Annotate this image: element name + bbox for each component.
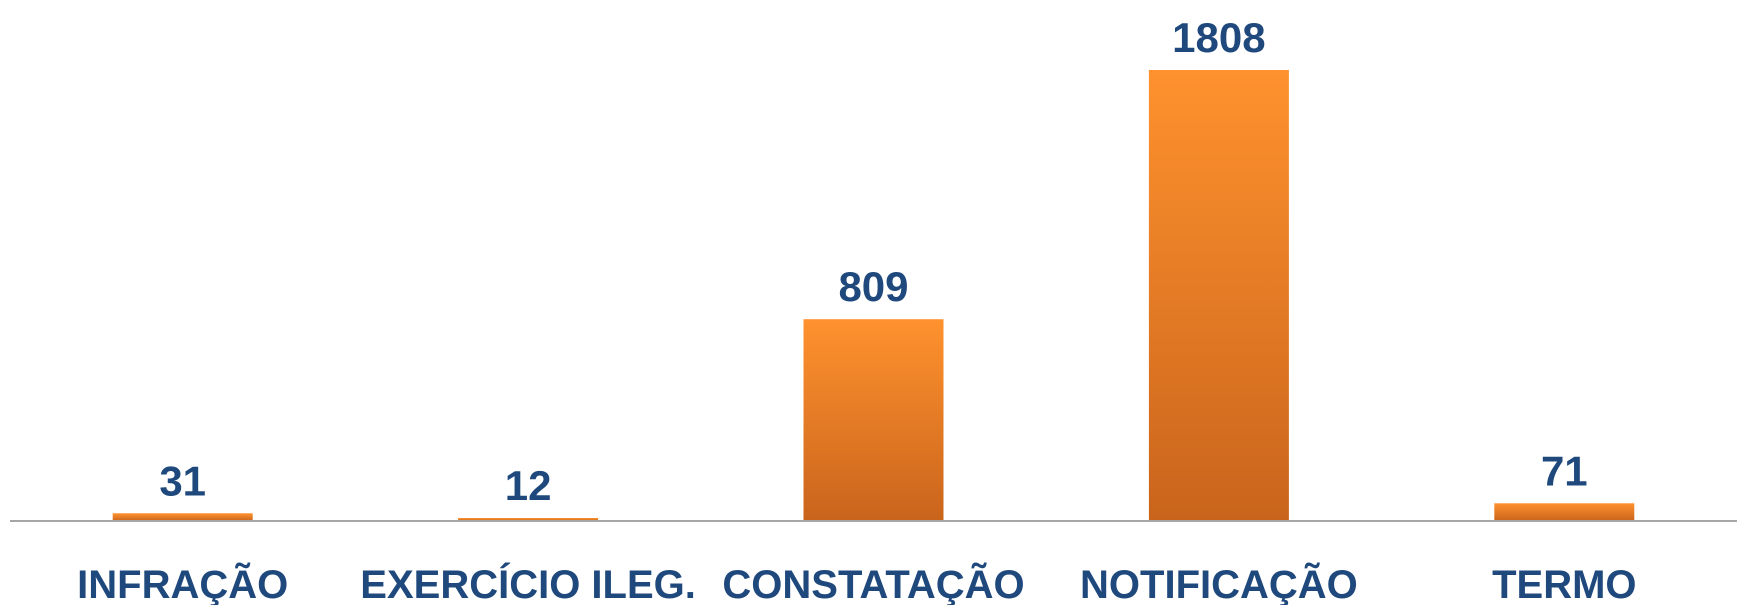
data-label-3: 1808	[1172, 14, 1265, 61]
data-label-4: 71	[1541, 447, 1588, 494]
data-label-1: 12	[505, 462, 552, 509]
category-label-1: EXERCÍCIO ILEG.	[360, 562, 696, 605]
data-label-0: 31	[159, 457, 206, 504]
bar-1	[458, 518, 599, 521]
category-label-2: CONSTATAÇÃO	[722, 561, 1024, 605]
value-labels: 31 12 809 1808 71	[159, 14, 1587, 509]
bar-3	[1148, 70, 1289, 521]
category-label-3: NOTIFICAÇÃO	[1080, 561, 1358, 605]
bars	[112, 70, 1635, 521]
category-label-4: TERMO	[1492, 563, 1636, 605]
bar-2	[803, 319, 944, 521]
data-label-2: 809	[838, 263, 908, 310]
bar-0	[112, 513, 253, 521]
category-label-0: INFRAÇÃO	[77, 561, 288, 605]
category-labels: INFRAÇÃO EXERCÍCIO ILEG. CONSTATAÇÃO NOTIFI…	[77, 561, 1636, 605]
bar-4	[1494, 503, 1635, 521]
